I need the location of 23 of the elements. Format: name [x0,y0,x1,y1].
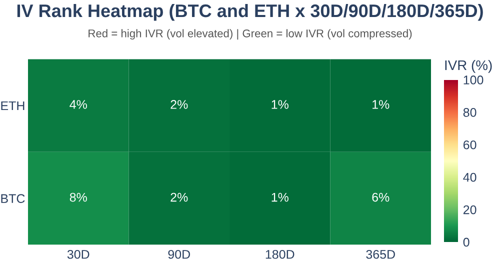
color-bar-label: 80 [463,108,476,117]
y-tick-label: BTC [1,194,25,203]
x-tick-label: 180D [266,250,294,259]
x-tick-label: 30D [67,250,90,259]
y-tick-label: ETH [1,101,24,110]
data-label: 4% [70,100,87,109]
data-label: 8% [70,192,87,202]
x-tick-label: 365D [366,250,395,259]
data-label: 1% [372,100,390,109]
data-label: 1% [272,100,288,109]
color-bar-title: IVR (%) [445,60,492,73]
color-bar-label: 40 [463,172,476,182]
data-label: 1% [272,192,288,202]
data-label: 2% [170,100,188,109]
color-bar-label: 0 [463,238,470,247]
chart-title: IV Rank Heatmap (BTC and ETH x 30D/90D/180D/365D) [17,4,483,21]
color-bar-label: 100 [464,76,484,84]
data-label: 2% [170,192,188,202]
chart-subtitle: Red = high IVR (vol elevated) | Green = low IVR (vol compressed) [88,29,412,40]
x-tick-label: 90D [168,250,190,259]
color-bar-label: 20 [463,205,476,214]
color-bar-label: 60 [463,140,476,150]
data-label: 6% [372,192,390,202]
